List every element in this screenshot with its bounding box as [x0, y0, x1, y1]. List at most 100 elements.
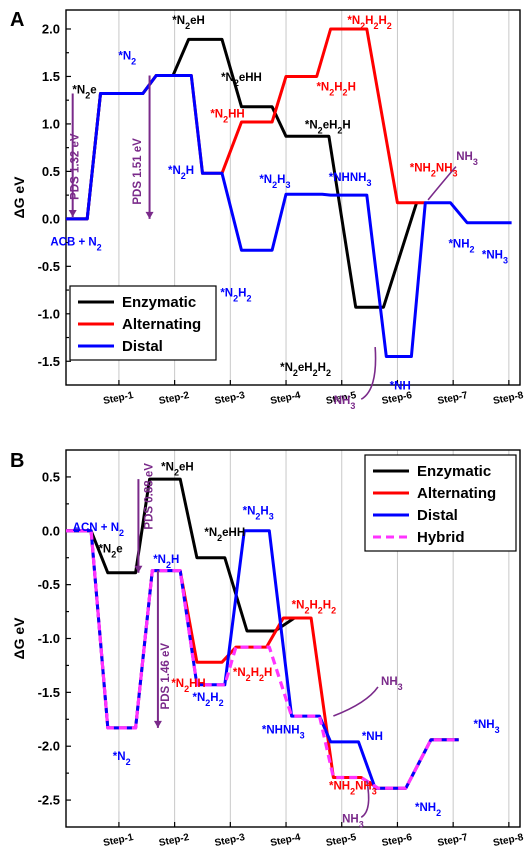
- y-tick-label: 2.0: [42, 21, 60, 36]
- subscript: 2: [318, 126, 323, 136]
- label-part: NH: [334, 395, 351, 407]
- species-annotation: *N2HH: [171, 678, 205, 694]
- species-annotation: *NH2: [415, 802, 441, 818]
- subscript: 2: [360, 21, 365, 31]
- x-tick-label: Step-8: [492, 390, 525, 407]
- y-tick-label: -1.5: [38, 685, 60, 700]
- species-annotation: ACB + N2: [50, 236, 101, 252]
- subscript: 3: [285, 180, 290, 190]
- label-part: H: [334, 82, 342, 94]
- x-tick-label: Step-3: [214, 832, 247, 849]
- subscript: 2: [205, 698, 210, 708]
- label-part: e: [90, 85, 96, 97]
- species-annotation: *N2H3: [259, 174, 290, 190]
- y-tick-label: 0.5: [42, 164, 60, 179]
- subscript: 2: [255, 512, 260, 522]
- legend-label-distal: Distal: [417, 507, 458, 524]
- y-tick-label: 1.5: [42, 69, 60, 84]
- pds-arrow-head: [68, 209, 77, 217]
- species-annotation: *N2: [113, 751, 131, 767]
- species-annotation: *N2: [118, 50, 136, 66]
- x-tick-label: Step-2: [158, 832, 191, 849]
- subscript: 3: [350, 401, 355, 411]
- subscript: 3: [366, 178, 371, 188]
- subscript: 2: [119, 528, 124, 538]
- subscript: 3: [372, 786, 377, 796]
- label-part: H: [186, 165, 194, 177]
- plot-frame: [65, 9, 521, 386]
- subscript: 2: [233, 294, 238, 304]
- species-annotation: *NH3: [482, 250, 508, 266]
- pds-annotation: PDS 1.32 eV: [69, 133, 81, 200]
- species-annotation: NH3: [381, 676, 403, 692]
- subscript: 2: [337, 126, 342, 136]
- subscript: 2: [272, 180, 277, 190]
- label-part: ACB + N: [50, 236, 96, 248]
- label-part: H: [318, 362, 326, 374]
- subscript: 2: [131, 56, 136, 66]
- subscript: 2: [313, 368, 318, 378]
- label-part: *N: [172, 15, 185, 27]
- legend-label-alternating: Alternating: [122, 316, 201, 333]
- species-annotation: *N2eH2H2: [280, 362, 331, 378]
- label-part: H: [323, 599, 331, 611]
- label-part: *N: [153, 554, 166, 566]
- pds-annotation: PDS 1.51 eV: [132, 138, 144, 205]
- legend-label-enzymatic: Enzymatic: [417, 463, 491, 480]
- species-annotation: *NH: [390, 381, 411, 393]
- species-annotation: *N2e: [98, 543, 122, 559]
- label-part: NH: [381, 676, 398, 688]
- label-part: NH: [342, 814, 359, 826]
- label-part: *N: [233, 667, 246, 679]
- species-annotation: *NHNH3: [262, 724, 305, 740]
- subscript: 3: [269, 512, 274, 522]
- label-part: *N: [280, 362, 293, 374]
- y-tick-label: 1.0: [42, 116, 60, 131]
- species-annotation: *N2eH: [172, 15, 205, 31]
- species-annotation: *N2H2: [220, 288, 251, 304]
- subscript: 3: [453, 168, 458, 178]
- subscript: 2: [387, 21, 392, 31]
- legend-label-hybrid: Hybrid: [417, 529, 465, 546]
- subscript: 2: [304, 605, 309, 615]
- label-part: *N: [192, 692, 205, 704]
- species-annotation: *N2eH2H: [305, 120, 351, 136]
- species-annotation: *N2H: [168, 165, 194, 181]
- y-tick-label: -1.0: [38, 306, 60, 321]
- panel-label: A: [10, 9, 24, 31]
- label-part: *N: [168, 165, 181, 177]
- subscript: 2: [85, 91, 90, 101]
- label-part: H: [171, 554, 179, 566]
- subscript: 2: [184, 684, 189, 694]
- series-line-enzymatic: [66, 477, 296, 633]
- subscript: 2: [181, 171, 186, 181]
- subscript: 2: [293, 368, 298, 378]
- label-part: *N: [72, 85, 85, 97]
- species-annotation: *NH2: [448, 238, 474, 254]
- label-part: *NH: [448, 238, 469, 250]
- label-part: *NHNH: [262, 724, 300, 736]
- species-annotation: NH3: [342, 814, 364, 830]
- label-part: eH: [323, 120, 338, 132]
- subscript: 2: [246, 673, 251, 683]
- label-part: *N: [118, 50, 131, 62]
- label-part: *N: [316, 82, 329, 94]
- subscript: 2: [126, 757, 131, 767]
- y-tick-label: 0.0: [42, 211, 60, 226]
- species-annotation: NH3: [456, 151, 478, 167]
- label-part: *NH: [390, 381, 411, 393]
- label-part: eHH: [239, 72, 262, 84]
- species-annotation: *N2H2H2: [347, 15, 391, 31]
- species-annotation: *N2H: [153, 554, 179, 570]
- series-line-alternating: [66, 529, 459, 790]
- label-part: H: [348, 82, 356, 94]
- species-annotation: *NHNH3: [329, 172, 372, 188]
- label-part: H: [251, 667, 259, 679]
- species-annotation: *N2H2H: [233, 667, 272, 683]
- label-part: H: [260, 506, 268, 518]
- release-arrow: [360, 780, 370, 818]
- label-part: eHH: [222, 527, 245, 539]
- label-part: H: [277, 174, 285, 186]
- x-tick-label: Step-7: [437, 390, 470, 407]
- label-part: *N: [210, 108, 223, 120]
